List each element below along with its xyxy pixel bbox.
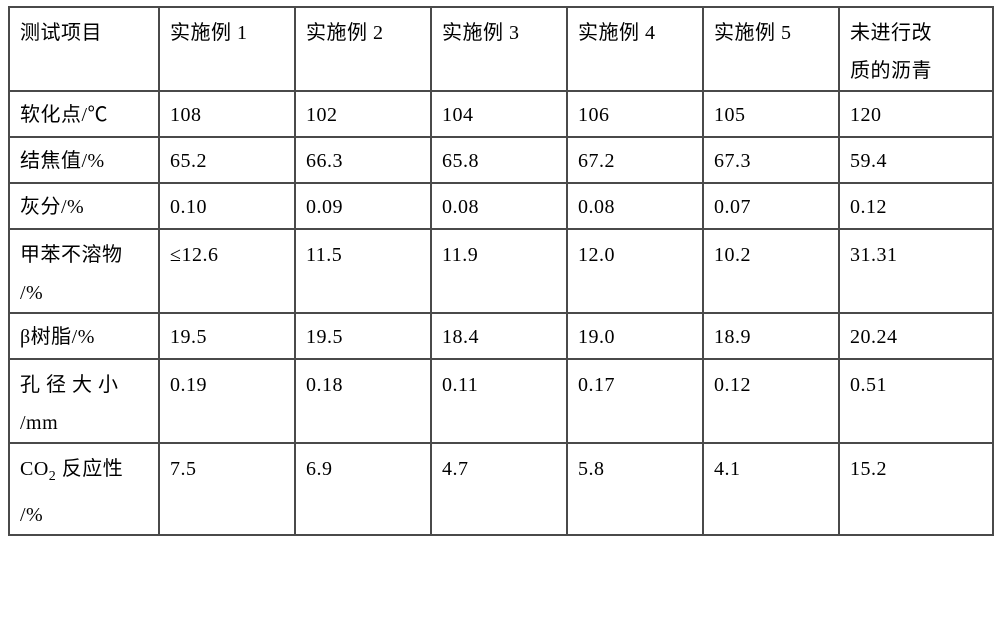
row-label: 结焦值/% [9, 137, 159, 183]
table-row: β树脂/% 19.5 19.5 18.4 19.0 18.9 20.24 [9, 313, 993, 359]
cell: 66.3 [295, 137, 431, 183]
cell: 20.24 [839, 313, 993, 359]
col-header-1: 实施例 1 [159, 7, 295, 91]
cell: 108 [159, 91, 295, 137]
cell: 120 [839, 91, 993, 137]
row-label-line2: /% [20, 282, 43, 304]
row-label: CO2 反应性 /% [9, 443, 159, 535]
cell: 0.10 [159, 183, 295, 229]
table-row: 结焦值/% 65.2 66.3 65.8 67.2 67.3 59.4 [9, 137, 993, 183]
cell: 18.4 [431, 313, 567, 359]
cell: 0.09 [295, 183, 431, 229]
cell: 59.4 [839, 137, 993, 183]
cell: 106 [567, 91, 703, 137]
table-row: CO2 反应性 /% 7.5 6.9 4.7 5.8 4.1 15.2 [9, 443, 993, 535]
col-header-6: 未进行改 质的沥青 [839, 7, 993, 91]
col-header-3: 实施例 3 [431, 7, 567, 91]
row-label-line2: /% [20, 504, 43, 526]
row-label-line1: 甲苯不溶物 [20, 244, 123, 266]
cell: 102 [295, 91, 431, 137]
table-header-row: 测试项目 实施例 1 实施例 2 实施例 3 实施例 4 实施例 5 未进行改 … [9, 7, 993, 91]
cell: 11.9 [431, 229, 567, 313]
cell: 10.2 [703, 229, 839, 313]
row-label: 孔径大小 /mm [9, 359, 159, 443]
cell: 67.2 [567, 137, 703, 183]
cell: ≤12.6 [159, 229, 295, 313]
row-label-co: CO [20, 458, 49, 480]
row-label-post: 反应性 [56, 458, 123, 480]
col-header-2: 实施例 2 [295, 7, 431, 91]
cell: 19.5 [295, 313, 431, 359]
cell: 5.8 [567, 443, 703, 535]
row-label-line1: 孔径大小 [20, 374, 124, 396]
table-row: 甲苯不溶物 /% ≤12.6 11.5 11.9 12.0 10.2 31.31 [9, 229, 993, 313]
cell: 65.8 [431, 137, 567, 183]
row-label: β树脂/% [9, 313, 159, 359]
col-header-0: 测试项目 [9, 7, 159, 91]
cell: 19.5 [159, 313, 295, 359]
cell: 0.12 [839, 183, 993, 229]
cell: 0.51 [839, 359, 993, 443]
col-header-4: 实施例 4 [567, 7, 703, 91]
cell: 12.0 [567, 229, 703, 313]
cell: 0.08 [567, 183, 703, 229]
cell: 19.0 [567, 313, 703, 359]
row-label: 软化点/℃ [9, 91, 159, 137]
table-row: 软化点/℃ 108 102 104 106 105 120 [9, 91, 993, 137]
cell: 7.5 [159, 443, 295, 535]
cell: 4.7 [431, 443, 567, 535]
col-header-6-line1: 未进行改 [850, 22, 932, 44]
cell: 0.19 [159, 359, 295, 443]
cell: 105 [703, 91, 839, 137]
row-label: 灰分/% [9, 183, 159, 229]
cell: 67.3 [703, 137, 839, 183]
cell: 0.11 [431, 359, 567, 443]
cell: 11.5 [295, 229, 431, 313]
col-header-5: 实施例 5 [703, 7, 839, 91]
table-row: 灰分/% 0.10 0.09 0.08 0.08 0.07 0.12 [9, 183, 993, 229]
cell: 18.9 [703, 313, 839, 359]
cell: 4.1 [703, 443, 839, 535]
cell: 0.07 [703, 183, 839, 229]
cell: 31.31 [839, 229, 993, 313]
table-row: 孔径大小 /mm 0.19 0.18 0.11 0.17 0.12 0.51 [9, 359, 993, 443]
data-table: 测试项目 实施例 1 实施例 2 实施例 3 实施例 4 实施例 5 未进行改 … [8, 6, 994, 536]
cell: 65.2 [159, 137, 295, 183]
cell: 6.9 [295, 443, 431, 535]
cell: 0.17 [567, 359, 703, 443]
cell: 104 [431, 91, 567, 137]
cell: 0.08 [431, 183, 567, 229]
row-label-line2: /mm [20, 412, 58, 434]
cell: 0.18 [295, 359, 431, 443]
cell: 0.12 [703, 359, 839, 443]
cell: 15.2 [839, 443, 993, 535]
col-header-6-line2: 质的沥青 [850, 60, 932, 82]
row-label: 甲苯不溶物 /% [9, 229, 159, 313]
